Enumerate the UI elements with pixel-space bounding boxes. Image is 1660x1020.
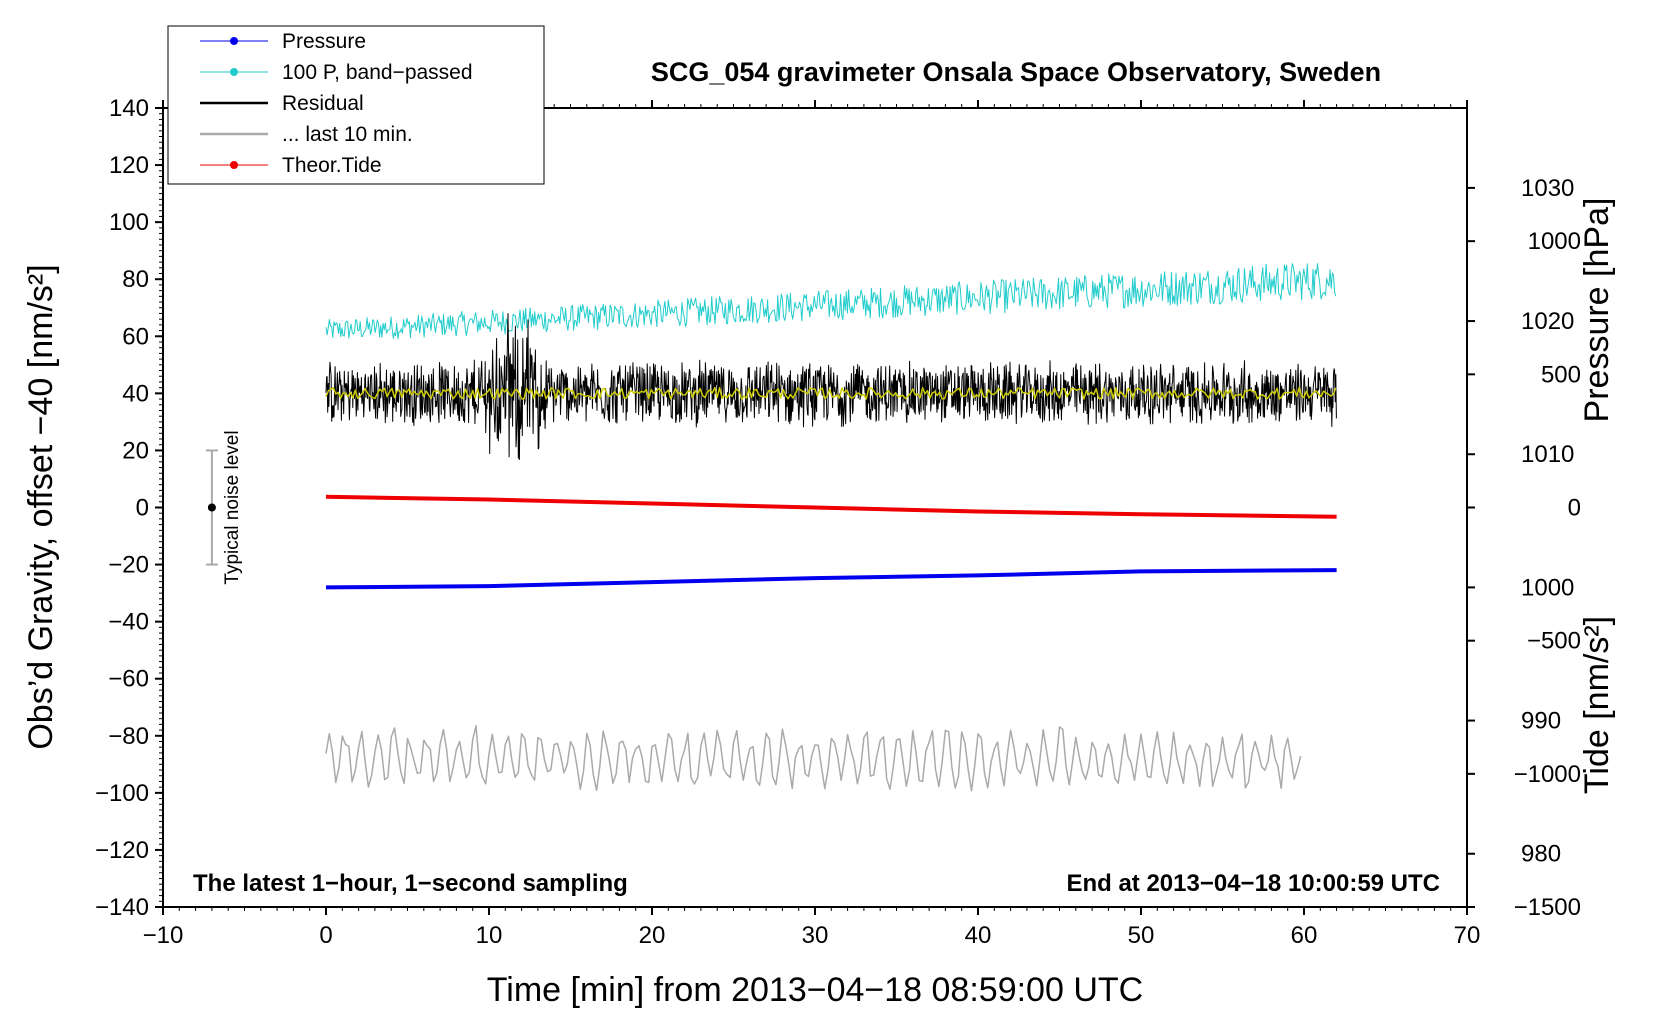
y-tick-label: −40 — [108, 609, 149, 636]
x-tick-label: 50 — [1128, 922, 1155, 949]
x-axis-title: Time [min] from 2013−04−18 08:59:00 UTC — [487, 971, 1143, 1009]
x-tick-label: 10 — [476, 922, 503, 949]
x-tick-label: 40 — [965, 922, 992, 949]
y-tick-label: −80 — [108, 723, 149, 750]
y-tick-label: 80 — [122, 266, 149, 293]
annotation-bottom-right: End at 2013−04−18 10:00:59 UTC — [1066, 870, 1440, 897]
y-axis-title-left: Obs’d Gravity, offset −40 [nm/s²] — [22, 264, 60, 749]
legend: Pressure 100 P, band−passed Residual ... la… — [167, 25, 545, 185]
tide-tick-label: 500 — [1541, 361, 1581, 388]
tide-tick-label: −500 — [1527, 628, 1581, 655]
x-tick-label: 60 — [1291, 922, 1318, 949]
y-tick-label: 0 — [136, 495, 149, 522]
y-tick-label: −100 — [95, 780, 149, 807]
legend-items: Pressure 100 P, band−passed Residual ... la… — [200, 30, 473, 177]
legend-swatch-dot — [230, 37, 238, 45]
noise-bar-center-dot — [207, 503, 216, 512]
legend-box — [167, 25, 545, 185]
x-tick-label: 0 — [319, 922, 332, 949]
legend-label: Theor.Tide — [282, 154, 382, 177]
y-tick-label: −140 — [95, 894, 149, 921]
pressure-tick-label: 1010 — [1521, 441, 1574, 468]
annotation-bottom-left: The latest 1−hour, 1−second sampling — [193, 870, 628, 897]
residual-line — [325, 313, 1337, 460]
x-tick-label: −10 — [143, 922, 184, 949]
x-tick-label: 20 — [639, 922, 666, 949]
y-tick-label: 120 — [109, 152, 149, 179]
y-tick-label: 20 — [122, 437, 149, 464]
y-tick-label: −60 — [108, 666, 149, 693]
y-tick-label: 140 — [109, 95, 149, 122]
pressure-tick-label: 1030 — [1521, 175, 1574, 202]
y-tick-label: −20 — [108, 552, 149, 579]
theor-tide-line — [325, 494, 1337, 519]
band-passed-pressure-line — [325, 263, 1337, 339]
tide-tick-label: −1500 — [1514, 894, 1581, 921]
tide-tick-label: 0 — [1568, 495, 1581, 522]
tide-tick-label: 1000 — [1528, 228, 1581, 255]
y-tick-label: 100 — [109, 209, 149, 236]
noise-level-label: Typical noise level — [222, 430, 243, 584]
y-axis-title-pressure: Pressure [hPa] — [1578, 198, 1616, 423]
y-axis-title-tide: Tide [nm/s²] — [1578, 616, 1616, 794]
x-tick-label: 70 — [1454, 922, 1481, 949]
pressure-tick-label: 980 — [1521, 841, 1561, 868]
legend-label: 100 P, band−passed — [282, 61, 473, 84]
pressure-tick-label: 990 — [1521, 708, 1561, 735]
x-tick-label: 30 — [802, 922, 829, 949]
y-tick-label: −120 — [95, 837, 149, 864]
legend-label: Residual — [282, 92, 364, 115]
series-layer — [325, 263, 1337, 792]
pressure-line — [325, 568, 1337, 590]
legend-swatch-dot — [230, 161, 238, 169]
legend-label: ... last 10 min. — [282, 123, 413, 146]
tide-tick-label: −1000 — [1514, 761, 1581, 788]
tick-labels: −10 0 10 20 30 40 50 60 70140120100806040200−20−… — [95, 95, 1581, 949]
legend-swatch-dot — [230, 68, 238, 76]
chart-title: SCG_054 gravimeter Onsala Space Observat… — [651, 57, 1381, 87]
pressure-tick-label: 1000 — [1521, 574, 1574, 601]
legend-label: Pressure — [282, 30, 366, 53]
y-tick-label: 40 — [122, 380, 149, 407]
last-10-min-line — [325, 725, 1302, 792]
noise-level-indicator: Typical noise level — [205, 430, 243, 585]
plot-frame — [162, 107, 1468, 908]
pressure-tick-label: 1020 — [1521, 308, 1574, 335]
residual-smoothed-line — [325, 386, 1337, 400]
y-tick-label: 60 — [122, 323, 149, 350]
